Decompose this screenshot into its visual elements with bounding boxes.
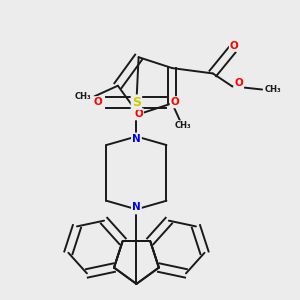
Text: O: O bbox=[134, 109, 143, 119]
Text: N: N bbox=[132, 202, 141, 212]
Text: S: S bbox=[132, 96, 141, 109]
Text: O: O bbox=[234, 78, 243, 88]
Text: CH₃: CH₃ bbox=[74, 92, 91, 101]
Text: CH₃: CH₃ bbox=[264, 85, 281, 94]
Text: O: O bbox=[171, 97, 179, 107]
Text: O: O bbox=[93, 97, 102, 107]
Text: CH₃: CH₃ bbox=[175, 121, 191, 130]
Text: N: N bbox=[132, 134, 141, 144]
Text: O: O bbox=[230, 40, 239, 51]
